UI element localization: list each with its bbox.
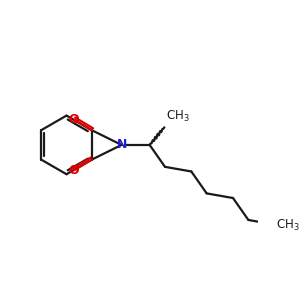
Text: CH$_3$: CH$_3$ (276, 218, 300, 233)
Text: O: O (69, 164, 79, 177)
Text: N: N (116, 138, 127, 152)
Text: CH$_3$: CH$_3$ (166, 109, 189, 124)
Text: O: O (69, 113, 79, 126)
